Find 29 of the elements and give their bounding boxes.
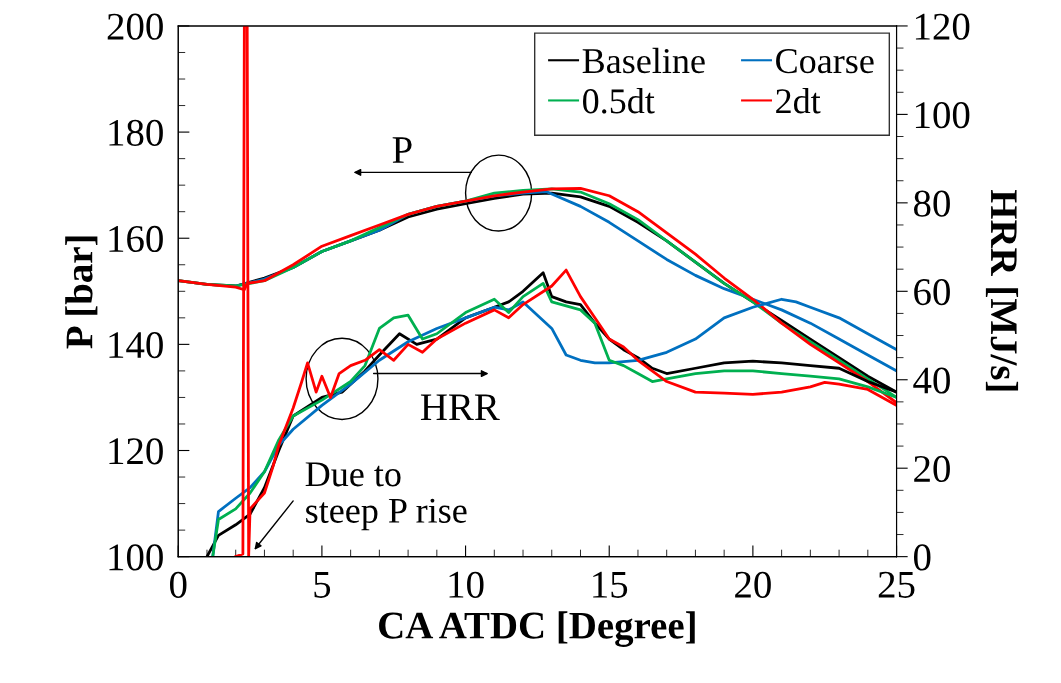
y2-tick-label: 40 bbox=[913, 367, 950, 394]
x-tick-label: 0 bbox=[170, 571, 187, 598]
legend-label: Coarse bbox=[776, 48, 874, 74]
annotation: Due to steep P rise bbox=[305, 462, 467, 531]
x-axis-title: CA ATDC [Degree] bbox=[379, 611, 695, 647]
y2-tick-label: 80 bbox=[914, 190, 950, 217]
y2-tick-label: 20 bbox=[914, 455, 950, 483]
y-tick-label: 140 bbox=[109, 332, 163, 359]
legend-label: Baseline bbox=[582, 47, 705, 74]
y-axis-title: P [bar] bbox=[65, 236, 98, 349]
y-tick-label: 200 bbox=[107, 13, 163, 40]
x-tick-label: 20 bbox=[735, 571, 771, 598]
y-tick-label: 100 bbox=[109, 544, 163, 571]
y2-tick-label: 60 bbox=[914, 278, 950, 306]
annotation: HRR bbox=[420, 394, 500, 421]
x-tick-label: 10 bbox=[449, 571, 484, 598]
y2-tick-label: 100 bbox=[915, 102, 970, 129]
legend-label: 2dt bbox=[776, 88, 821, 114]
legend-label: 0.5dt bbox=[583, 88, 655, 114]
annotation: P bbox=[392, 137, 412, 163]
x-tick-label: 5 bbox=[314, 572, 331, 598]
y-tick-label: 120 bbox=[109, 438, 163, 465]
y-tick-label: 180 bbox=[109, 119, 163, 146]
x-tick-label: 25 bbox=[878, 571, 915, 598]
y2-axis-title: HRR [MJ/s] bbox=[985, 189, 1019, 391]
y2-tick-label: 120 bbox=[915, 13, 970, 40]
y-tick-label: 160 bbox=[109, 225, 163, 253]
y2-tick-label: 0 bbox=[914, 544, 931, 571]
x-tick-label: 15 bbox=[593, 571, 628, 598]
